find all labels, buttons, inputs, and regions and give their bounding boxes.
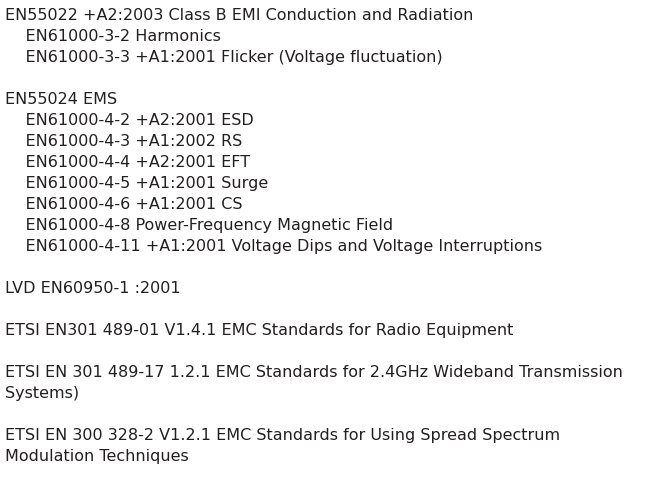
Text: EN61000-4-6 +A1:2001 CS: EN61000-4-6 +A1:2001 CS bbox=[5, 197, 243, 212]
Text: Systems): Systems) bbox=[5, 386, 79, 401]
Text: LVD EN60950-1 :2001: LVD EN60950-1 :2001 bbox=[5, 281, 181, 296]
Text: EN61000-4-11 +A1:2001 Voltage Dips and Voltage Interruptions: EN61000-4-11 +A1:2001 Voltage Dips and V… bbox=[5, 239, 542, 254]
Text: EN55024 EMS: EN55024 EMS bbox=[5, 92, 117, 107]
Text: EN61000-4-4 +A2:2001 EFT: EN61000-4-4 +A2:2001 EFT bbox=[5, 155, 250, 170]
Text: EN61000-4-3 +A1:2002 RS: EN61000-4-3 +A1:2002 RS bbox=[5, 134, 243, 149]
Text: EN61000-3-2 Harmonics: EN61000-3-2 Harmonics bbox=[5, 29, 221, 44]
Text: Modulation Techniques: Modulation Techniques bbox=[5, 449, 189, 464]
Text: EN61000-4-2 +A2:2001 ESD: EN61000-4-2 +A2:2001 ESD bbox=[5, 113, 254, 128]
Text: EN61000-4-5 +A1:2001 Surge: EN61000-4-5 +A1:2001 Surge bbox=[5, 176, 268, 191]
Text: EN61000-3-3 +A1:2001 Flicker (Voltage fluctuation): EN61000-3-3 +A1:2001 Flicker (Voltage fl… bbox=[5, 50, 443, 65]
Text: ETSI EN 300 328-2 V1.2.1 EMC Standards for Using Spread Spectrum: ETSI EN 300 328-2 V1.2.1 EMC Standards f… bbox=[5, 428, 560, 443]
Text: ETSI EN301 489-01 V1.4.1 EMC Standards for Radio Equipment: ETSI EN301 489-01 V1.4.1 EMC Standards f… bbox=[5, 323, 513, 338]
Text: EN61000-4-8 Power-Frequency Magnetic Field: EN61000-4-8 Power-Frequency Magnetic Fie… bbox=[5, 218, 393, 233]
Text: ETSI EN 301 489-17 1.2.1 EMC Standards for 2.4GHz Wideband Transmission: ETSI EN 301 489-17 1.2.1 EMC Standards f… bbox=[5, 365, 623, 380]
Text: EN55022 +A2:2003 Class B EMI Conduction and Radiation: EN55022 +A2:2003 Class B EMI Conduction … bbox=[5, 8, 474, 23]
